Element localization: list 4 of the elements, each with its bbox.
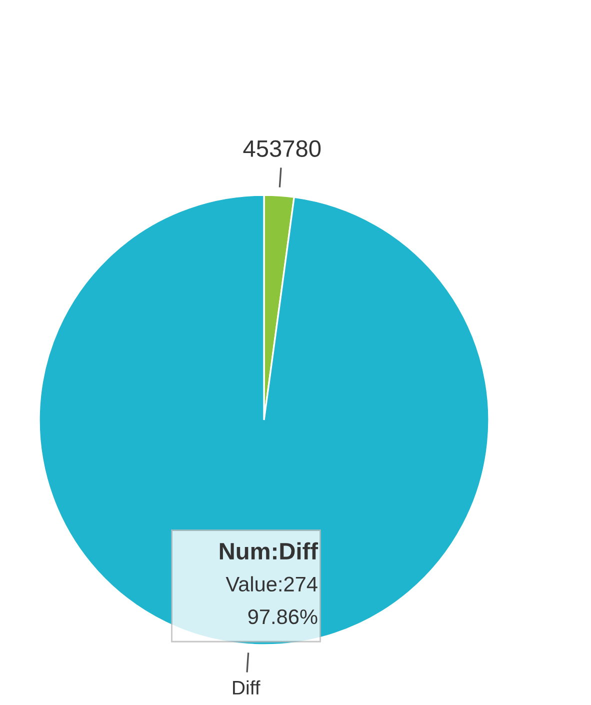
pie-slice xyxy=(38,194,490,646)
text: Num:Diff Value:274 97.86% xyxy=(220,542,318,624)
slice-label: Diff xyxy=(233,680,260,694)
slice-label: 453780 xyxy=(243,140,321,157)
